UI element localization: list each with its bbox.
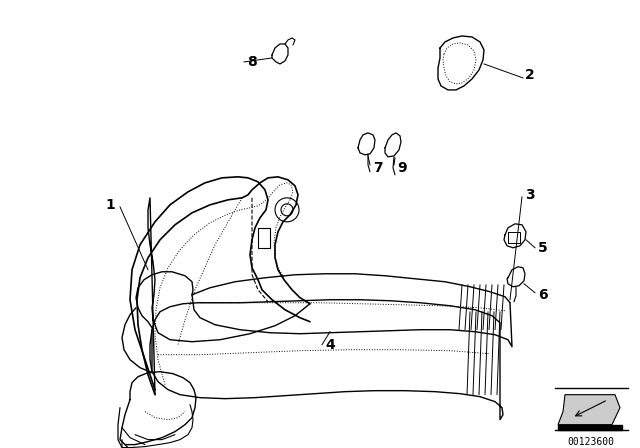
Text: 00123600: 00123600: [568, 437, 614, 447]
Text: 3: 3: [525, 188, 535, 202]
Polygon shape: [558, 395, 620, 425]
Text: 5: 5: [538, 241, 548, 255]
Text: 6: 6: [538, 288, 548, 302]
Text: 8: 8: [247, 55, 257, 69]
Text: 1: 1: [105, 198, 115, 212]
Text: 7: 7: [373, 161, 383, 175]
Text: 4: 4: [325, 338, 335, 352]
Polygon shape: [558, 425, 622, 430]
Text: 9: 9: [397, 161, 407, 175]
Text: 2: 2: [525, 68, 535, 82]
